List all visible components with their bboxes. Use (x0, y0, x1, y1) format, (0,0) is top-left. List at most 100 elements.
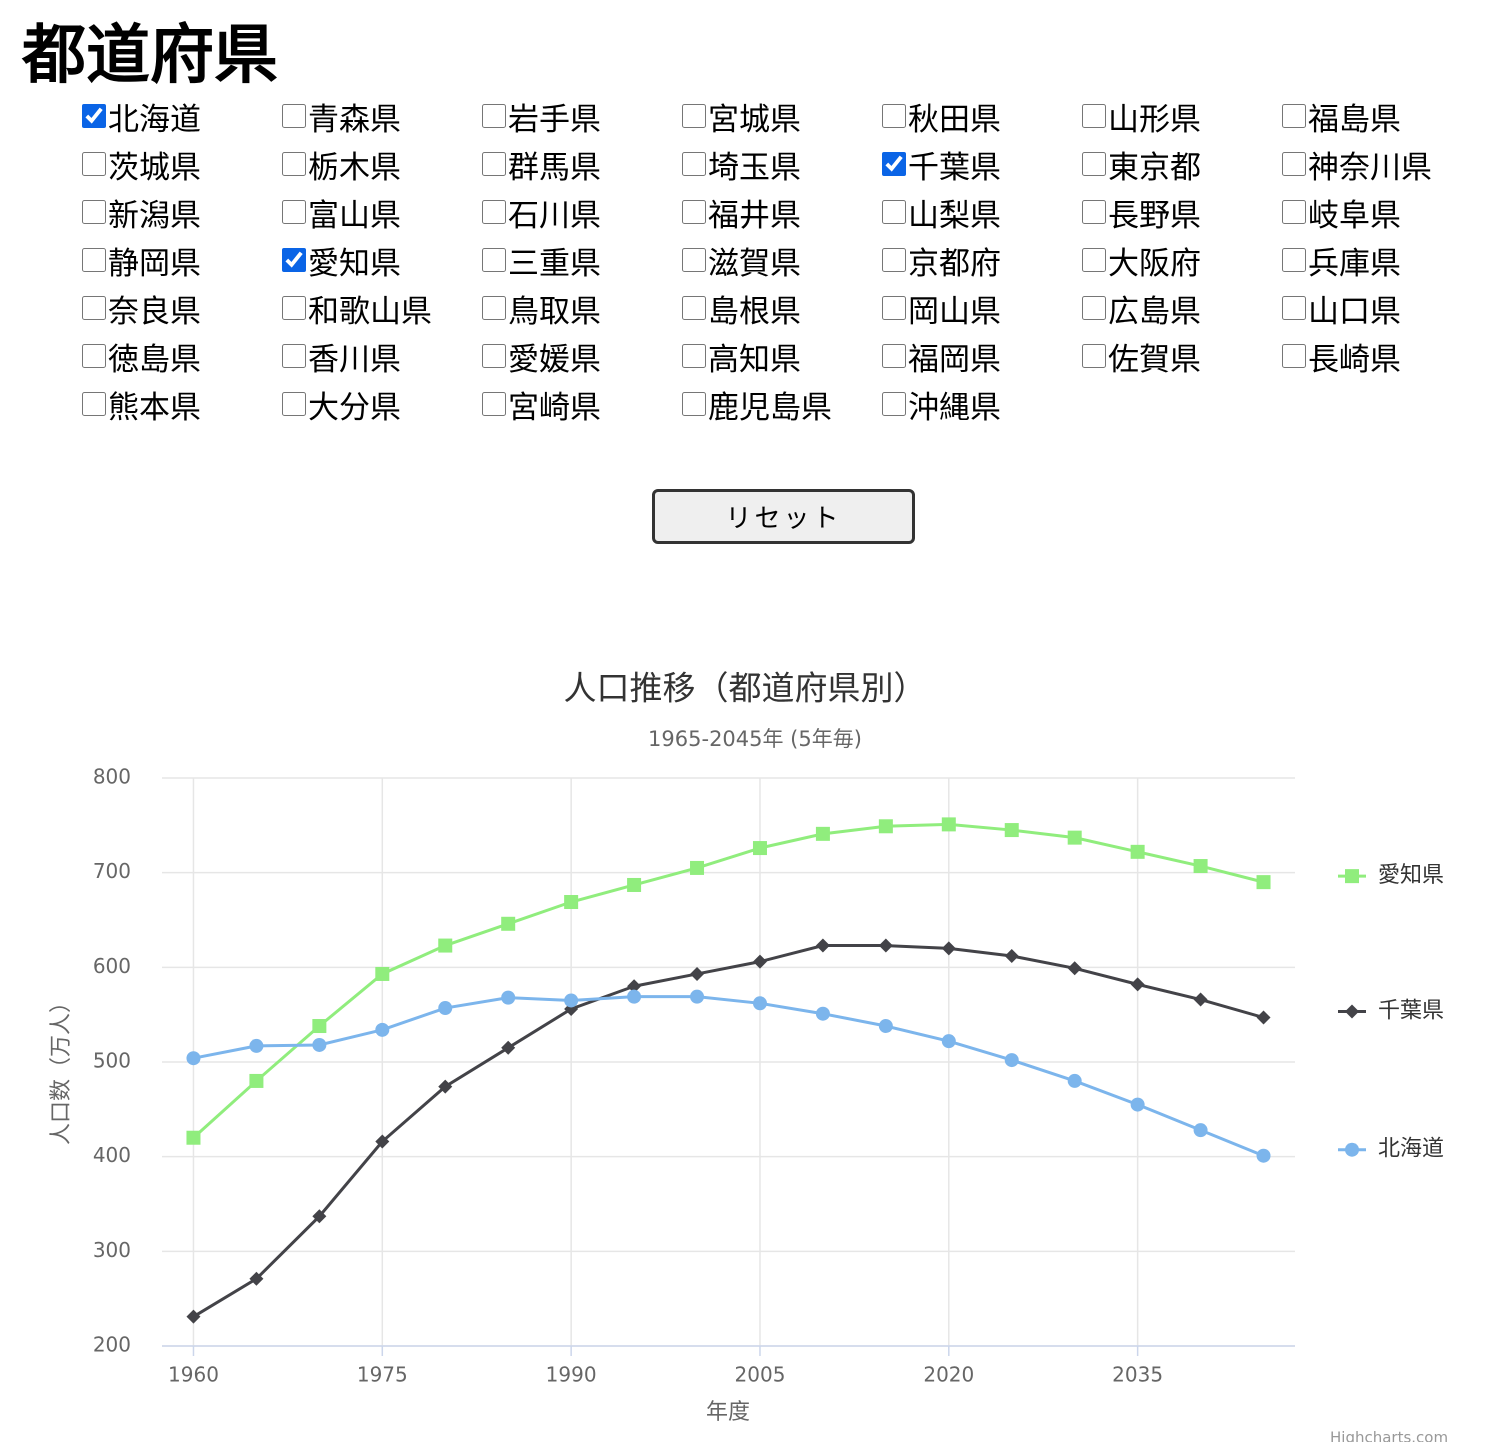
prefecture-option[interactable]: 奈良県 (80, 284, 280, 332)
checkbox[interactable] (282, 344, 306, 368)
prefecture-option[interactable]: 山口県 (1280, 284, 1480, 332)
prefecture-option[interactable]: 福岡県 (880, 332, 1080, 380)
checkbox[interactable] (682, 248, 706, 272)
prefecture-option[interactable]: 栃木県 (280, 140, 480, 188)
checkbox[interactable] (682, 104, 706, 128)
prefecture-option[interactable]: 高知県 (680, 332, 880, 380)
prefecture-option[interactable]: 埼玉県 (680, 140, 880, 188)
prefecture-option[interactable]: 秋田県 (880, 92, 1080, 140)
checkbox[interactable] (82, 152, 106, 176)
prefecture-option[interactable]: 愛媛県 (480, 332, 680, 380)
checkbox[interactable] (82, 248, 106, 272)
checkbox[interactable] (482, 392, 506, 416)
prefecture-option[interactable]: 兵庫県 (1280, 236, 1480, 284)
checkbox[interactable] (882, 200, 906, 224)
checkbox[interactable] (82, 392, 106, 416)
prefecture-option[interactable]: 鹿児島県 (680, 380, 880, 428)
prefecture-option[interactable]: 熊本県 (80, 380, 280, 428)
prefecture-option[interactable]: 鳥取県 (480, 284, 680, 332)
prefecture-option[interactable]: 群馬県 (480, 140, 680, 188)
checkbox[interactable] (282, 104, 306, 128)
checkbox[interactable] (682, 344, 706, 368)
prefecture-option[interactable]: 福井県 (680, 188, 880, 236)
prefecture-option[interactable]: 福島県 (1280, 92, 1480, 140)
prefecture-option[interactable]: 岡山県 (880, 284, 1080, 332)
checkbox[interactable] (282, 392, 306, 416)
checkbox[interactable] (482, 344, 506, 368)
checkbox[interactable] (682, 200, 706, 224)
checkbox[interactable] (882, 344, 906, 368)
data-point (878, 1019, 893, 1034)
checkbox[interactable] (482, 104, 506, 128)
checkbox[interactable] (482, 296, 506, 320)
checkbox[interactable] (882, 152, 906, 176)
checkbox[interactable] (682, 152, 706, 176)
checkbox[interactable] (82, 296, 106, 320)
prefecture-option[interactable]: 愛知県 (280, 236, 480, 284)
prefecture-option[interactable]: 青森県 (280, 92, 480, 140)
prefecture-option[interactable]: 沖縄県 (880, 380, 1080, 428)
checkbox[interactable] (282, 248, 306, 272)
checkbox[interactable] (482, 248, 506, 272)
prefecture-option[interactable]: 新潟県 (80, 188, 280, 236)
prefecture-option[interactable]: 香川県 (280, 332, 480, 380)
checkbox[interactable] (82, 344, 106, 368)
prefecture-option[interactable]: 長野県 (1080, 188, 1280, 236)
prefecture-option[interactable]: 富山県 (280, 188, 480, 236)
checkbox[interactable] (82, 104, 106, 128)
prefecture-option[interactable]: 山形県 (1080, 92, 1280, 140)
prefecture-name: 福岡県 (908, 341, 1001, 377)
prefecture-option[interactable]: 神奈川県 (1280, 140, 1480, 188)
prefecture-option[interactable]: 茨城県 (80, 140, 280, 188)
checkbox[interactable] (1082, 200, 1106, 224)
checkbox[interactable] (882, 248, 906, 272)
checkbox[interactable] (1282, 104, 1306, 128)
prefecture-option[interactable]: 宮崎県 (480, 380, 680, 428)
prefecture-option[interactable]: 和歌山県 (280, 284, 480, 332)
checkbox[interactable] (1082, 248, 1106, 272)
prefecture-option[interactable]: 滋賀県 (680, 236, 880, 284)
checkbox[interactable] (282, 200, 306, 224)
prefecture-option[interactable]: 島根県 (680, 284, 880, 332)
checkbox[interactable] (882, 296, 906, 320)
prefecture-option[interactable]: 徳島県 (80, 332, 280, 380)
prefecture-option[interactable]: 岐阜県 (1280, 188, 1480, 236)
prefecture-option[interactable]: 石川県 (480, 188, 680, 236)
prefecture-name: 神奈川県 (1308, 149, 1432, 185)
checkbox[interactable] (82, 200, 106, 224)
checkbox[interactable] (682, 296, 706, 320)
checkbox[interactable] (1282, 152, 1306, 176)
prefecture-option[interactable]: 静岡県 (80, 236, 280, 284)
prefecture-option[interactable]: 山梨県 (880, 188, 1080, 236)
checkbox[interactable] (482, 152, 506, 176)
prefecture-name: 埼玉県 (708, 149, 801, 185)
checkbox[interactable] (1082, 152, 1106, 176)
prefecture-option[interactable]: 三重県 (480, 236, 680, 284)
prefecture-option[interactable]: 京都府 (880, 236, 1080, 284)
prefecture-option[interactable]: 岩手県 (480, 92, 680, 140)
prefecture-option[interactable]: 広島県 (1080, 284, 1280, 332)
checkbox[interactable] (282, 296, 306, 320)
prefecture-option[interactable]: 北海道 (80, 92, 280, 140)
prefecture-option[interactable]: 大阪府 (1080, 236, 1280, 284)
checkbox[interactable] (1282, 344, 1306, 368)
prefecture-option[interactable]: 宮城県 (680, 92, 880, 140)
checkbox[interactable] (1082, 104, 1106, 128)
checkbox[interactable] (1082, 344, 1106, 368)
checkbox[interactable] (282, 152, 306, 176)
checkbox[interactable] (482, 200, 506, 224)
checkbox[interactable] (882, 392, 906, 416)
prefecture-option[interactable]: 長崎県 (1280, 332, 1480, 380)
prefecture-option[interactable]: 東京都 (1080, 140, 1280, 188)
checkbox[interactable] (1282, 248, 1306, 272)
checkbox[interactable] (882, 104, 906, 128)
checkbox[interactable] (1082, 296, 1106, 320)
checkbox[interactable] (1282, 296, 1306, 320)
prefecture-option[interactable]: 千葉県 (880, 140, 1080, 188)
reset-button[interactable]: リセット (652, 489, 915, 544)
checkbox[interactable] (682, 392, 706, 416)
checkbox[interactable] (1282, 200, 1306, 224)
prefecture-option[interactable]: 佐賀県 (1080, 332, 1280, 380)
prefecture-option[interactable]: 大分県 (280, 380, 480, 428)
x-tick-label: 2020 (923, 1363, 974, 1387)
